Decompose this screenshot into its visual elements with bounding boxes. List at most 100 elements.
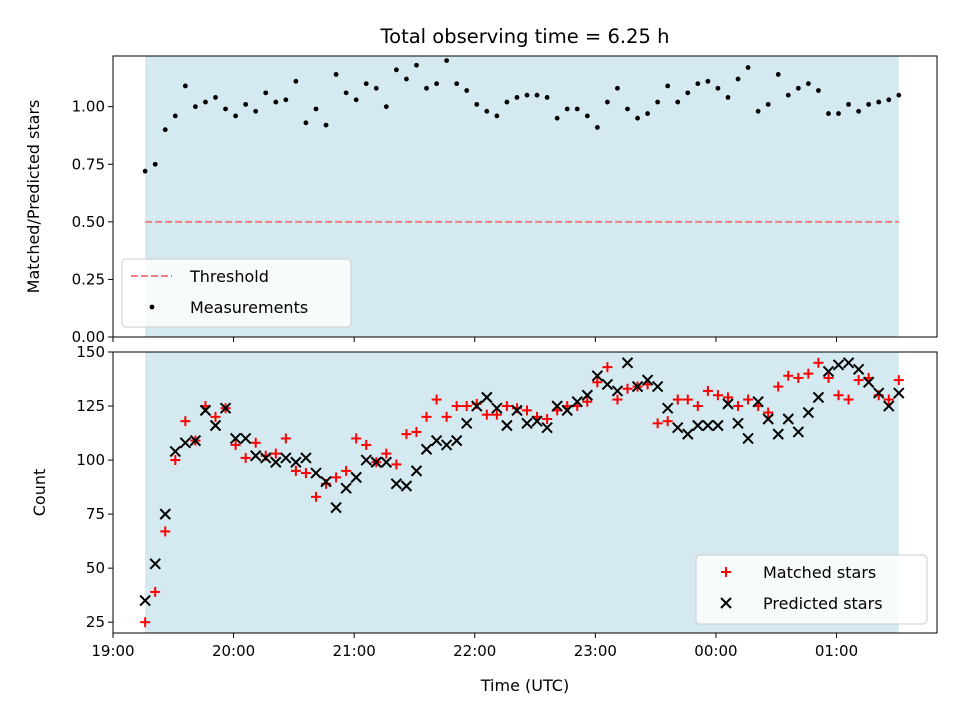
measurement-point (755, 108, 761, 114)
predicted-star-point (571, 396, 583, 408)
matched-star-point (582, 396, 593, 407)
predicted-star-point (762, 413, 774, 425)
matched-star-point (743, 394, 754, 405)
matched-star-point (270, 448, 281, 459)
measurement-point (162, 127, 168, 133)
matched-star-point (491, 409, 502, 420)
matched-star-point (160, 526, 171, 537)
matched-star-point (250, 437, 261, 448)
measurement-point (253, 108, 259, 114)
predicted-star-point (310, 467, 322, 479)
matched-star-point (733, 401, 744, 412)
measurement-point (785, 92, 791, 98)
predicted-star-point (169, 445, 182, 458)
top-y-tick-label: 0.00 (72, 328, 105, 346)
legend-measurements-swatch (149, 304, 155, 310)
matched-star-point (893, 375, 904, 386)
measurement-point (414, 62, 419, 68)
predicted-star-point (661, 402, 674, 414)
matched-star-point (712, 390, 723, 401)
predicted-star-point (521, 417, 533, 430)
measurement-point (695, 81, 701, 87)
x-tick-label: 00:00 (694, 642, 737, 660)
measurement-point (484, 108, 490, 114)
predicted-star-point (280, 452, 292, 464)
predicted-star-point (742, 432, 754, 445)
matched-star-point (180, 416, 191, 427)
predicted-star-point (531, 415, 543, 427)
top-y-tick-label: 0.75 (72, 155, 105, 173)
predicted-star-point (249, 450, 262, 462)
matched-star-point (481, 409, 492, 420)
measurement-point (263, 90, 269, 96)
predicted-star-point (802, 406, 815, 419)
predicted-star-point (581, 389, 594, 401)
predicted-star-point (189, 434, 202, 447)
measurement-point (635, 115, 640, 121)
top-y-tick-label: 1.00 (72, 98, 105, 116)
matched-star-point (461, 401, 472, 412)
matched-star-point (702, 385, 713, 396)
legend-frame (121, 258, 352, 328)
predicted-star-point (320, 475, 332, 488)
matched-star-point (883, 394, 894, 405)
predicted-star-point (561, 404, 573, 417)
measurement-point (645, 111, 650, 116)
measurement-point (373, 85, 379, 91)
predicted-star-point (832, 359, 845, 371)
matched-star-point (411, 426, 422, 437)
matched-star-point (140, 617, 151, 628)
matched-star-point (793, 372, 804, 383)
legend-frame (695, 554, 928, 625)
predicted-star-point (491, 402, 503, 414)
measurement-point (142, 168, 148, 174)
matched-star-point (763, 407, 774, 418)
measurement-point (665, 83, 671, 89)
matched-star-point (692, 401, 703, 412)
measurement-point (564, 106, 570, 112)
matched-star-point (290, 465, 301, 476)
measurement-point (886, 97, 892, 103)
measurement-point (152, 161, 158, 167)
predicted-star-point (410, 465, 423, 477)
measurement-point (333, 72, 339, 77)
measurement-point (836, 111, 841, 116)
measurement-point (685, 90, 691, 96)
predicted-star-point (370, 456, 382, 468)
measurement-point (514, 95, 520, 100)
predicted-star-point (873, 387, 885, 399)
measurement-point (283, 97, 289, 103)
predicted-star-point (450, 434, 463, 447)
predicted-star-point (461, 417, 473, 430)
top-axes-frame (112, 55, 938, 338)
matched-star-point (170, 455, 181, 466)
predicted-star-point (641, 374, 654, 386)
predicted-star-point (883, 400, 895, 412)
predicted-star-point (792, 426, 805, 438)
bottom-y-tick-label: 125 (76, 397, 105, 415)
matched-star-point (421, 411, 432, 422)
bottom-panel: 25 50 75 100 125 150 19:00 20:00 21:00 22:00 23:0… (30, 343, 938, 695)
measurement-point (464, 88, 470, 93)
measurement-point (615, 85, 620, 91)
predicted-star-point (290, 456, 302, 468)
predicted-star-point (199, 404, 212, 417)
measurement-point (303, 120, 309, 126)
measurement-point (434, 81, 439, 87)
x-axis-label: Time (UTC) (480, 676, 569, 695)
top-panel: 0.00 0.25 0.50 0.75 1.00 Total observing tim… (24, 25, 938, 346)
legend-predicted-swatch (720, 597, 732, 609)
x-tick-label: 19:00 (91, 642, 134, 660)
matched-star-point (381, 448, 392, 459)
matched-star-point (230, 439, 241, 450)
matched-star-point (391, 459, 402, 470)
measurement-point (223, 106, 228, 112)
x-tick-label: 22:00 (453, 642, 496, 660)
top-y-tick-label: 0.50 (72, 213, 105, 231)
measurement-point (584, 113, 590, 119)
predicted-star-point (893, 387, 905, 399)
matched-star-point (853, 375, 864, 386)
predicted-star-point (712, 419, 724, 432)
x-tick-label: 01:00 (815, 642, 858, 660)
